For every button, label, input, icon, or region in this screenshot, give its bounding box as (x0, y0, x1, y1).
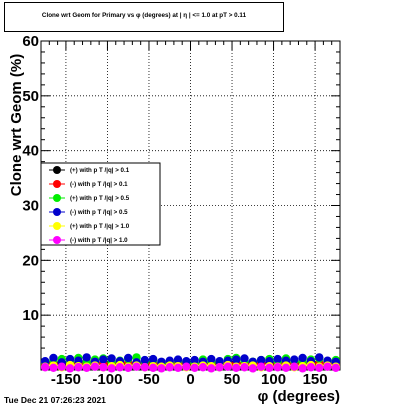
legend-marker (53, 194, 61, 202)
y-tick-label: 30 (22, 198, 39, 215)
data-point (248, 364, 257, 373)
legend-label: (+) with p T /|q| > 0.1 (70, 167, 130, 174)
timestamp-footer: Tue Dec 21 07:26:23 2021 (4, 395, 106, 405)
data-point (256, 362, 266, 371)
data-point (298, 364, 307, 373)
data-point (315, 353, 324, 362)
data-point (198, 363, 208, 372)
data-point (74, 363, 83, 372)
legend-marker (53, 236, 61, 244)
data-point (99, 363, 108, 372)
data-point (207, 364, 216, 373)
legend-label: (-) with p T /|q| > 1.0 (70, 237, 128, 244)
data-point (315, 363, 324, 373)
x-axis-label: φ (degrees) (258, 388, 340, 405)
data-point (65, 354, 75, 364)
y-tick-label: 50 (22, 88, 39, 105)
legend-marker (53, 222, 61, 230)
data-point (140, 355, 150, 365)
legend-label: (+) with p T /|q| > 1.0 (70, 223, 130, 230)
legend-marker (53, 166, 61, 174)
data-point (231, 363, 241, 373)
data-point (323, 362, 332, 371)
data-point (173, 363, 183, 373)
data-point (265, 363, 274, 373)
data-point (215, 363, 224, 372)
data-point (290, 355, 299, 364)
data-point (82, 353, 91, 362)
x-tick-label: 150 (303, 371, 328, 388)
data-point (65, 364, 75, 373)
data-point (231, 355, 241, 364)
data-point (190, 355, 199, 365)
data-point (107, 364, 116, 373)
data-point (107, 354, 116, 363)
legend-marker (53, 208, 61, 216)
grid-layer (41, 41, 340, 370)
data-point (148, 363, 158, 373)
points-layer (40, 353, 341, 373)
data-point (306, 363, 316, 372)
data-point (140, 363, 150, 372)
legend-box (40, 162, 161, 246)
data-point (173, 355, 183, 364)
y-tick-label: 20 (22, 252, 39, 269)
data-point (57, 362, 66, 371)
data-point (273, 363, 282, 372)
data-point (290, 362, 299, 371)
y-tick-label: 60 (22, 33, 39, 50)
legend-label: (-) with p T /|q| > 0.1 (70, 181, 128, 188)
x-tick-label: -50 (138, 371, 160, 388)
data-point (90, 362, 100, 371)
y-axis-label: Clone wrt Geom (%) (8, 54, 25, 197)
data-point (240, 354, 249, 363)
legend-label: (+) with p T /|q| > 0.5 (70, 195, 130, 202)
legend-marker (53, 180, 61, 188)
data-point (165, 363, 174, 372)
data-point (132, 362, 141, 371)
x-tick-label: 50 (224, 371, 241, 388)
data-point (240, 363, 249, 372)
data-point (256, 355, 266, 365)
x-tick-label: 0 (186, 371, 194, 388)
data-point (223, 362, 233, 371)
data-point (207, 354, 216, 364)
data-point (124, 353, 133, 363)
data-point (298, 353, 307, 363)
data-point (82, 363, 91, 373)
data-point (124, 363, 133, 373)
data-point (215, 357, 224, 366)
plot-title: Clone wrt Geom for Primary vs φ (degrees… (41, 12, 247, 19)
data-point (273, 354, 282, 364)
data-point (190, 363, 199, 373)
data-point (331, 363, 341, 373)
legend-label: (-) with p T /|q| > 0.5 (70, 209, 128, 216)
plot-title-box: Clone wrt Geom for Primary vs φ (degrees… (4, 2, 284, 32)
x-tick-label: -100 (92, 371, 122, 388)
legend: (+) with p T /|q| > 0.1 (-) with p T /|q|… (40, 162, 161, 246)
y-tick-label: 40 (22, 143, 39, 160)
data-point (99, 355, 108, 364)
x-tick-label: 100 (261, 371, 286, 388)
data-point (49, 363, 58, 373)
data-point (49, 353, 58, 363)
y-tick-label: 10 (22, 307, 39, 324)
data-point (281, 363, 291, 373)
data-point (115, 363, 125, 372)
data-point (148, 354, 158, 364)
x-tick-label: -150 (51, 371, 81, 388)
data-point (157, 364, 166, 373)
data-point (40, 363, 50, 372)
data-point (182, 362, 191, 371)
